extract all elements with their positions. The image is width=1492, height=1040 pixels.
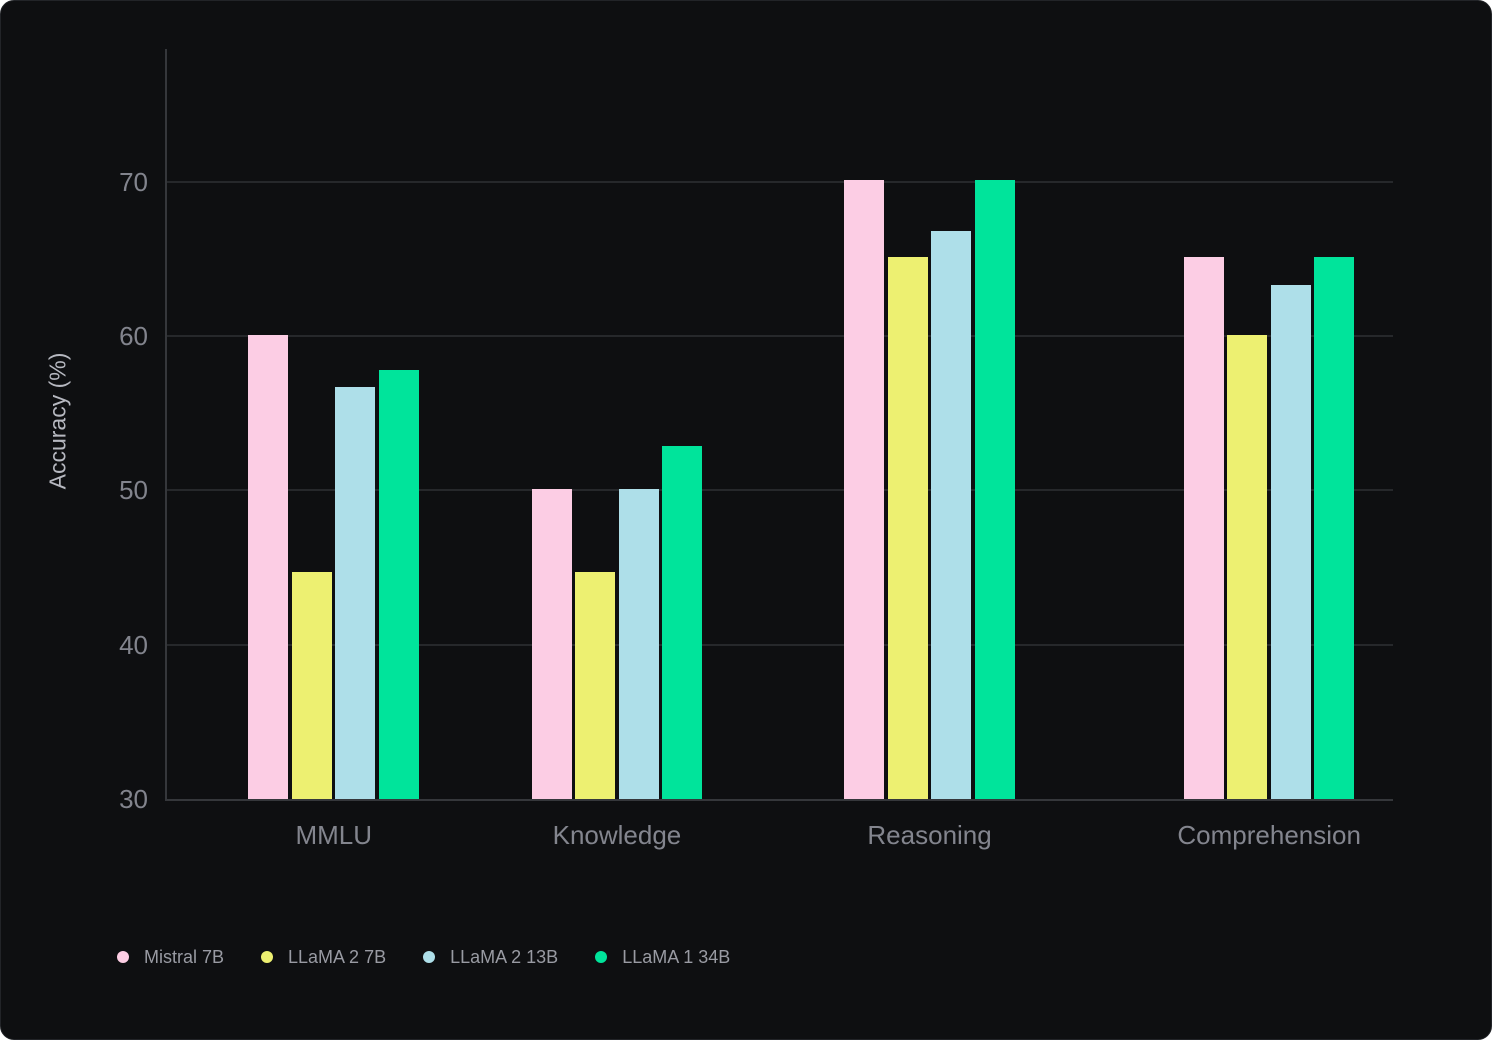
- legend: Mistral 7B LLaMA 2 7B LLaMA 2 13B LLaMA 1 3…: [117, 945, 730, 969]
- bar-mistral-7b-reasoning: [844, 180, 885, 799]
- bar-mistral-7b-mmlu: [248, 334, 289, 799]
- plot-area: [165, 49, 1393, 801]
- category-label-comprehension: Comprehension: [1177, 820, 1361, 850]
- y-tick-label-30: 30: [119, 784, 148, 814]
- y-axis-title: Accuracy (%): [44, 352, 71, 490]
- legend-item-mistral-7b: Mistral 7B: [117, 945, 224, 969]
- bar-llama-1-34b-knowledge: [662, 445, 703, 799]
- gridline-40: [167, 643, 1393, 646]
- category-label-knowledge: Knowledge: [552, 820, 682, 850]
- legend-item-llama-2-13b: LLaMA 2 13B: [423, 945, 558, 969]
- y-tick-label-40: 40: [119, 629, 148, 660]
- bar-mistral-7b-comprehension: [1183, 257, 1224, 799]
- legend-label: LLaMA 1 34B: [622, 947, 731, 967]
- legend-label: LLaMA 2 7B: [288, 947, 387, 967]
- gridline-50: [167, 489, 1393, 492]
- category-label-reasoning: Reasoning: [867, 820, 992, 850]
- y-tick-label-60: 60: [119, 321, 148, 352]
- gridline-60: [167, 335, 1393, 338]
- legend-label: LLaMA 2 13B: [450, 947, 559, 967]
- category-label-mmlu: MMLU: [295, 820, 373, 850]
- bar-llama-2-7b-knowledge: [575, 572, 616, 799]
- bar-llama-2-7b-reasoning: [887, 257, 928, 799]
- legend-dot-icon: [261, 951, 274, 963]
- bar-llama-2-7b-comprehension: [1227, 334, 1268, 799]
- legend-item-llama-2-7b: LLaMA 2 7B: [261, 945, 386, 969]
- bar-mistral-7b-knowledge: [531, 488, 572, 799]
- legend-dot-icon: [117, 951, 129, 963]
- bar-llama-1-34b-reasoning: [974, 180, 1015, 799]
- bar-llama-2-13b-mmlu: [335, 386, 376, 799]
- bar-llama-2-13b-reasoning: [931, 231, 972, 799]
- bar-llama-2-7b-mmlu: [291, 572, 332, 799]
- bar-llama-2-13b-comprehension: [1270, 285, 1311, 799]
- legend-dot-icon: [423, 951, 436, 963]
- legend-label: Mistral 7B: [144, 947, 225, 967]
- legend-item-llama-1-34b: LLaMA 1 34B: [595, 945, 730, 969]
- gridline-70: [167, 180, 1393, 183]
- y-tick-label-70: 70: [119, 166, 148, 197]
- legend-dot-icon: [595, 951, 608, 963]
- y-tick-label-50: 50: [119, 475, 148, 506]
- bar-llama-1-34b-comprehension: [1314, 257, 1355, 799]
- bar-llama-2-13b-knowledge: [618, 488, 659, 799]
- bar-llama-1-34b-mmlu: [378, 370, 419, 799]
